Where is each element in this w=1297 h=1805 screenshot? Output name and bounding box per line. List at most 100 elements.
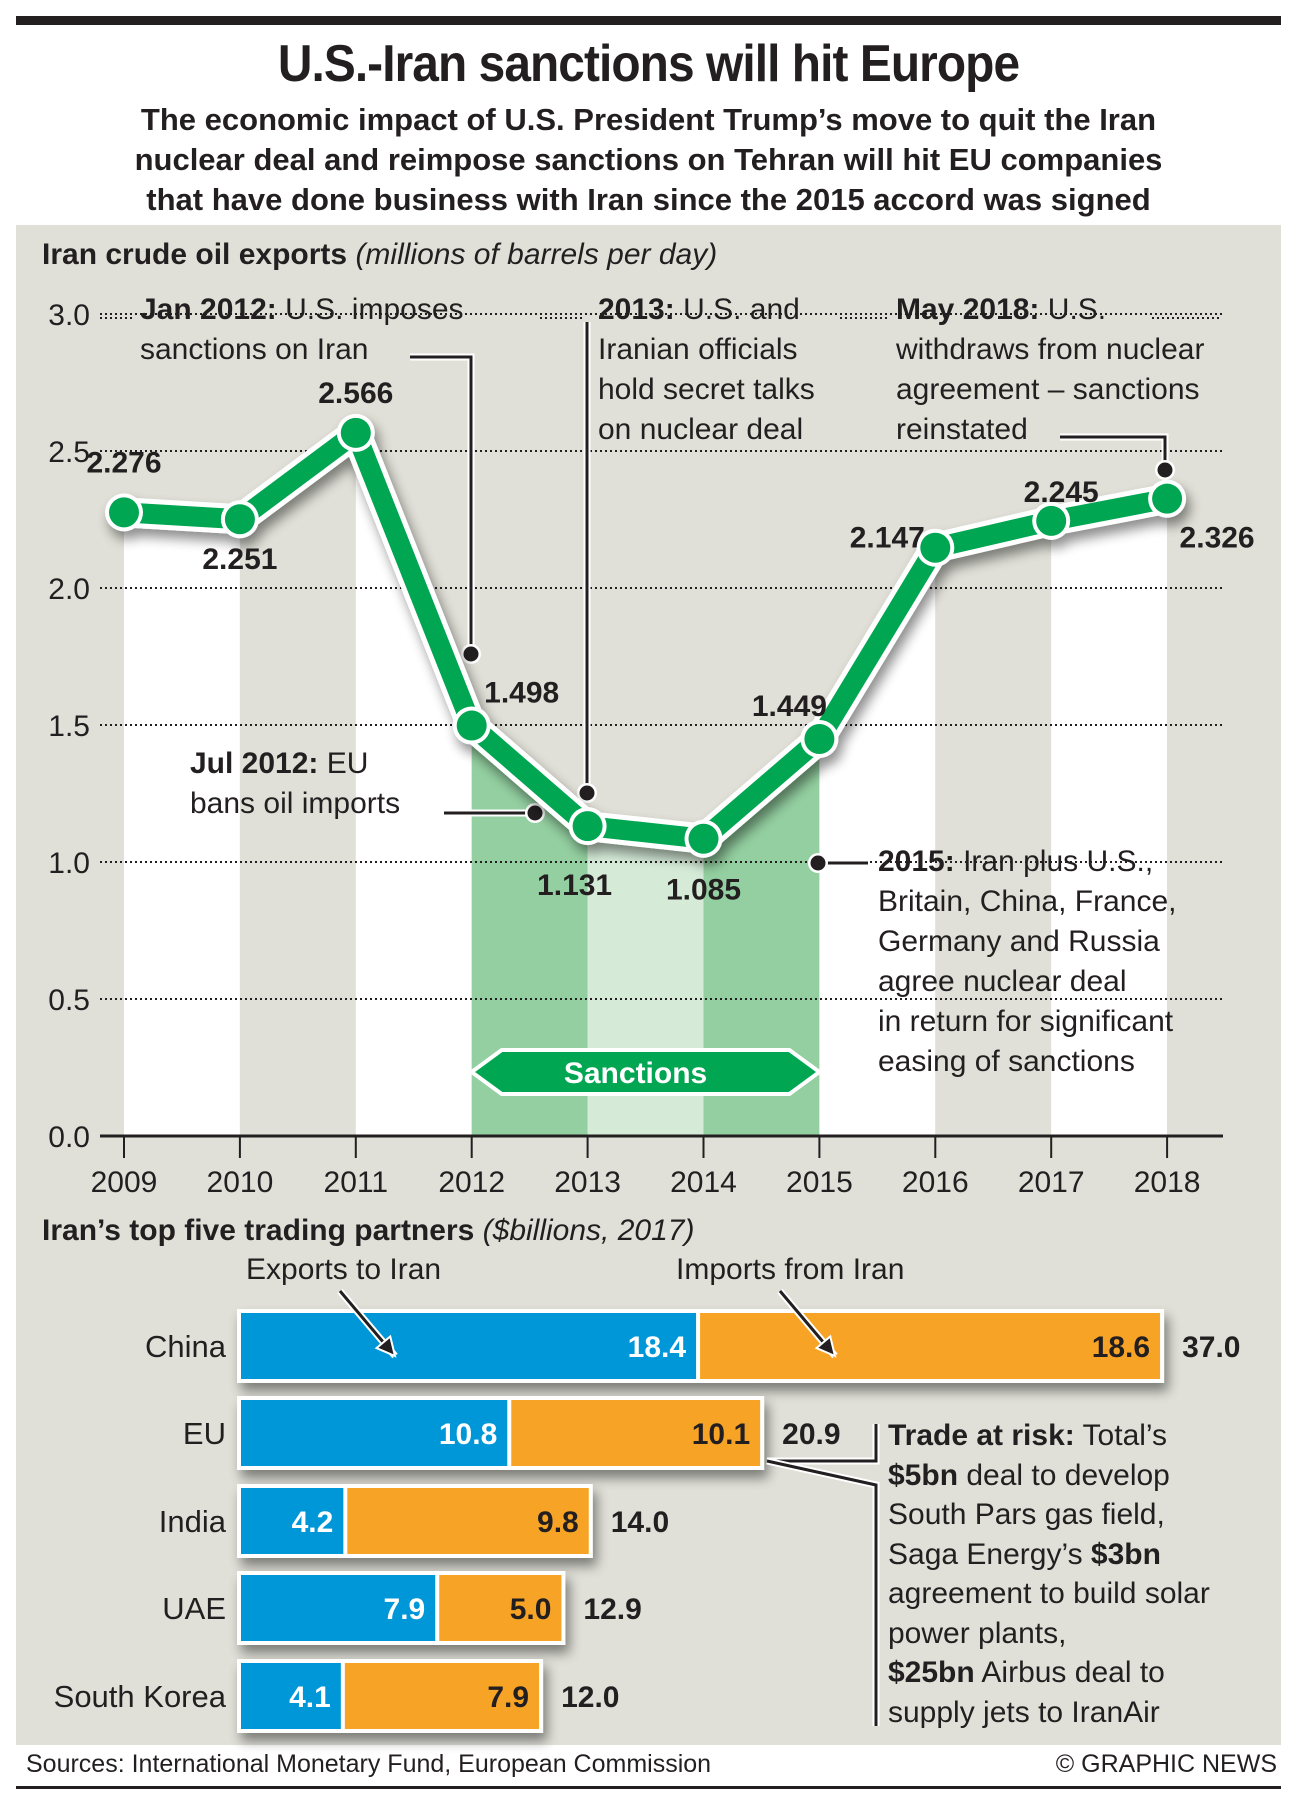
- bar-exports-label: 10.8: [439, 1418, 497, 1451]
- data-label: 1.449: [752, 690, 827, 723]
- x-tick-label: 2009: [91, 1166, 158, 1199]
- annotation-text: U.S. imposes: [285, 293, 464, 326]
- annotation-date: 2015:: [878, 845, 955, 878]
- bar-imports: [700, 1313, 1161, 1379]
- bar-exports-label: 4.2: [292, 1506, 334, 1539]
- bar-exports-label: 18.4: [628, 1331, 687, 1364]
- data-label: 1.131: [537, 869, 612, 902]
- trade-chart-title: Iran’s top five trading partners ($billi…: [42, 1214, 694, 1248]
- legend-exports: Exports to Iran: [246, 1253, 442, 1286]
- subtitle-line: The economic impact of U.S. President Tr…: [140, 102, 1157, 137]
- data-point: [1152, 483, 1183, 514]
- bar-total-label: 12.0: [561, 1681, 619, 1714]
- bar-total-label: 14.0: [611, 1506, 669, 1539]
- x-tick-label: 2015: [786, 1166, 853, 1199]
- data-labels: 2.276 2.251 2.566 1.498 1.131 1.085 1.449 2.147…: [86, 377, 1254, 907]
- row-label: EU: [183, 1416, 226, 1451]
- annotation-jul-2012: Jul 2012: EU bans oil imports: [190, 744, 400, 824]
- legend-imports: Imports from Iran: [676, 1253, 905, 1286]
- bracket-line: [767, 1424, 878, 1463]
- bar-imports-label: 18.6: [1092, 1331, 1150, 1364]
- annotation-text: Iranian officials: [598, 333, 798, 366]
- y-tick-label: 2.5: [48, 436, 90, 469]
- data-label: 2.245: [1024, 476, 1099, 509]
- y-tick-label: 1.5: [48, 710, 90, 743]
- x-axis: 2009 2010 2011 2012 2013 2014 2015 2016 2017 2018: [91, 1134, 1223, 1199]
- row-label: China: [145, 1329, 227, 1364]
- oil-chart-units: (millions of barrels per day): [355, 238, 718, 271]
- bar-imports: [511, 1400, 761, 1466]
- subtitle-line: nuclear deal and reimpose sanctions on T…: [134, 142, 1163, 177]
- bar-imports: [344, 1663, 540, 1729]
- annotation-text: agreement – sanctions: [896, 373, 1200, 406]
- trade-at-risk-note: Trade at risk: Total’s $5bn deal to devel…: [888, 1416, 1210, 1732]
- bar-imports-label: 5.0: [510, 1593, 552, 1626]
- x-tick-label: 2013: [554, 1166, 621, 1199]
- data-point: [920, 532, 951, 563]
- trade-chart-title-text: Iran’s top five trading partners: [42, 1214, 475, 1247]
- year-stripe: [124, 432, 240, 1136]
- oil-chart-title: Iran crude oil exports (millions of barr…: [42, 238, 717, 272]
- annotation-text: Germany and Russia: [878, 925, 1160, 958]
- annotation-text: sanctions on Iran: [140, 333, 369, 366]
- bar-row: [237, 1484, 593, 1558]
- trade-risk-text: South Pars gas field,: [888, 1498, 1165, 1531]
- leader-dot: [579, 785, 595, 801]
- row-label: India: [159, 1504, 227, 1539]
- top-rule: [16, 16, 1281, 25]
- y-tick-label: 0.5: [48, 984, 90, 1017]
- row-label: South Korea: [54, 1679, 227, 1714]
- bar-exports-label: 7.9: [384, 1593, 426, 1626]
- annotation-date: Jan 2012:: [140, 293, 277, 326]
- trade-risk-line: Trade at risk: Total’s: [888, 1416, 1210, 1456]
- annotation-text: agree nuclear deal: [878, 965, 1127, 998]
- data-label: 2.326: [1180, 522, 1255, 555]
- x-tick-label: 2012: [438, 1166, 505, 1199]
- annotation-text: EU: [326, 747, 369, 780]
- trade-risk-line: $5bn deal to develop: [888, 1456, 1210, 1496]
- x-tick-label: 2018: [1134, 1166, 1201, 1199]
- data-point: [224, 504, 255, 535]
- bar-exports: [241, 1575, 436, 1641]
- data-point: [340, 417, 371, 448]
- bar-total-label: 12.9: [583, 1593, 641, 1626]
- bar-row: [237, 1396, 765, 1470]
- annotation-text: U.S. and: [683, 293, 800, 326]
- trade-risk-line: $25bn Airbus deal to: [888, 1653, 1210, 1693]
- trade-leaders: [337, 1288, 880, 1726]
- leader-dot: [810, 855, 826, 871]
- annotation-date: May 2018:: [896, 293, 1040, 326]
- bar-exports: [241, 1663, 341, 1729]
- trade-risk-text: power plants,: [888, 1616, 1067, 1650]
- y-tick-label: 0.0: [48, 1121, 90, 1154]
- bar-exports: [241, 1400, 508, 1466]
- bar-exports: [241, 1488, 344, 1554]
- x-tick-label: 2014: [670, 1166, 737, 1199]
- annotation-date: Jul 2012:: [190, 747, 319, 780]
- annotation-date: 2013:: [598, 293, 675, 326]
- trade-risk-text: supply jets to IranAir: [888, 1695, 1160, 1729]
- trade-risk-text: deal to develop: [958, 1458, 1170, 1492]
- bar-exports: [241, 1313, 697, 1379]
- leader-dot: [527, 805, 543, 821]
- x-tick-label: 2016: [902, 1166, 969, 1199]
- sanctions-arrow-shape: [468, 1048, 823, 1096]
- sanctions-period-arrow: Sanctions: [468, 1048, 823, 1096]
- annotation-text: hold secret talks: [598, 373, 815, 406]
- annotation-leaders: [100, 317, 1220, 873]
- sources-credit: Sources: International Monetary Fund, Eu…: [26, 1750, 712, 1778]
- data-label: 2.147: [850, 522, 925, 555]
- data-label: 2.276: [86, 446, 161, 479]
- trade-risk-line: agreement to build solar: [888, 1574, 1210, 1614]
- annotation-text: U.S.: [1047, 293, 1107, 326]
- y-tick-label: 3.0: [48, 299, 90, 332]
- bottom-rule: [16, 1786, 1281, 1789]
- y-tick-label: 2.0: [48, 573, 90, 606]
- leader-dot: [1157, 462, 1173, 478]
- trade-risk-text: Saga Energy’s: [888, 1537, 1091, 1571]
- trade-risk-text: agreement to build solar: [888, 1577, 1210, 1610]
- page-title: U.S.-Iran sanctions will hit Europe: [277, 35, 1020, 93]
- bar-row: [237, 1309, 1165, 1383]
- subtitle-line: that have done business with Iran since …: [146, 182, 1151, 217]
